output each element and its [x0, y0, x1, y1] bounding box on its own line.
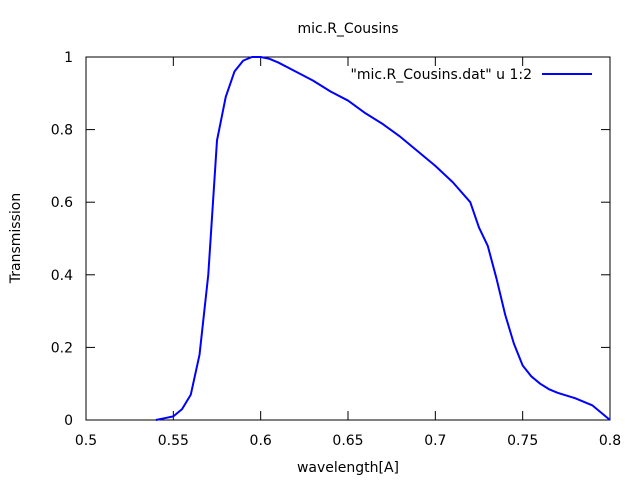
x-tick-label: 0.55: [158, 433, 189, 449]
x-axis-label: wavelength[A]: [297, 460, 399, 476]
axis-ticks: 0.5 0.55 0.6 0.65 0.7 0.75 0.8 0 0.2 0.4 0.6 0.8 1: [51, 50, 621, 449]
y-tick-label: 0.4: [51, 268, 73, 284]
y-tick-label: 0: [64, 413, 73, 429]
x-tick-label: 0.8: [599, 433, 621, 449]
y-tick-label: 0.8: [51, 123, 73, 139]
series-layer: [155, 56, 611, 421]
legend: "mic.R_Cousins.dat" u 1:2: [350, 67, 592, 83]
y-tick-label: 0.2: [51, 340, 73, 356]
y-tick-label: 0.6: [51, 195, 73, 211]
x-tick-label: 0.75: [507, 433, 538, 449]
series-line: [155, 56, 611, 421]
x-tick-label: 0.6: [250, 433, 272, 449]
plot-frame: [85, 56, 611, 421]
x-tick-label: 0.5: [75, 433, 97, 449]
legend-label: "mic.R_Cousins.dat" u 1:2: [350, 67, 532, 83]
chart-title: mic.R_Cousins: [298, 21, 399, 37]
y-axis-label: Transmission: [8, 193, 24, 284]
y-tick-label: 1: [64, 50, 73, 66]
x-tick-label: 0.65: [332, 433, 363, 449]
x-tick-label: 0.7: [424, 433, 446, 449]
